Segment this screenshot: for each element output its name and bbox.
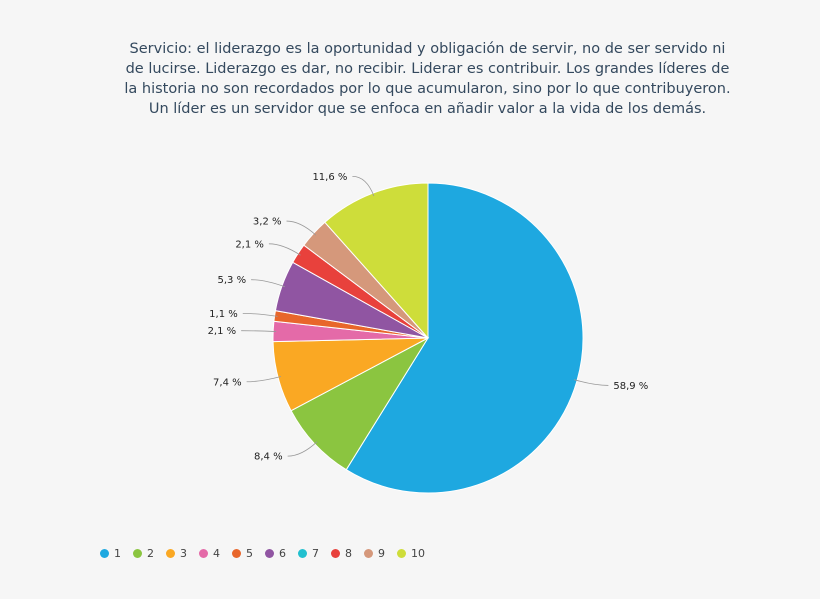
- legend-swatch: [331, 549, 340, 558]
- legend-label: 1: [114, 547, 121, 560]
- legend-item-6[interactable]: 6: [265, 547, 286, 560]
- legend-label: 6: [279, 547, 286, 560]
- slice-label-4: 2,1 %: [208, 326, 237, 337]
- legend-item-5[interactable]: 5: [232, 547, 253, 560]
- legend-item-3[interactable]: 3: [166, 547, 187, 560]
- legend-label: 7: [312, 547, 319, 560]
- chart-title: Servicio: el liderazgo es la oportunidad…: [124, 41, 731, 117]
- slice-label-6: 5,3 %: [218, 275, 247, 286]
- legend-swatch: [232, 549, 241, 558]
- legend-swatch: [133, 549, 142, 558]
- slice-label-10: 11,6 %: [312, 172, 347, 183]
- legend-swatch: [199, 549, 208, 558]
- legend-item-8[interactable]: 8: [331, 547, 352, 560]
- legend-label: 10: [411, 547, 425, 560]
- legend-label: 3: [180, 547, 187, 560]
- leader-line-4: [241, 330, 277, 332]
- legend-swatch: [397, 549, 406, 558]
- leader-line-10: [352, 175, 375, 197]
- slice-label-9: 3,2 %: [253, 217, 282, 228]
- slice-label-5: 1,1 %: [209, 309, 238, 320]
- leader-line-6: [251, 279, 286, 288]
- legend-item-10[interactable]: 10: [397, 547, 425, 560]
- legend-label: 8: [345, 547, 352, 560]
- legend-swatch: [364, 549, 373, 558]
- legend-item-4[interactable]: 4: [199, 547, 220, 560]
- legend-swatch: [265, 549, 274, 558]
- legend-swatch: [166, 549, 175, 558]
- legend-label: 2: [147, 547, 154, 560]
- legend-label: 5: [246, 547, 253, 560]
- legend-item-9[interactable]: 9: [364, 547, 385, 560]
- label-leader-lines: [241, 175, 609, 457]
- slice-labels: 58,9 % 8,4 % 7,4 % 2,1 % 1,1 % 5,3 % 2,1 % 3,2 …: [208, 172, 649, 463]
- leader-line-2: [287, 441, 318, 457]
- pie-slices: [272, 182, 584, 494]
- legend-item-1[interactable]: 1: [100, 547, 121, 560]
- slice-label-2: 8,4 %: [254, 452, 283, 463]
- slice-label-3: 7,4 %: [213, 377, 242, 388]
- legend-item-2[interactable]: 2: [133, 547, 154, 560]
- legend-swatch: [298, 549, 307, 558]
- slice-label-1: 58,9 %: [613, 381, 648, 392]
- leader-line-5: [242, 312, 278, 317]
- legend-item-7[interactable]: 7: [298, 547, 319, 560]
- legend-label: 4: [213, 547, 220, 560]
- leader-line-3: [246, 376, 282, 383]
- slice-label-8: 2,1 %: [235, 239, 264, 250]
- pie-chart: 58,9 % 8,4 % 7,4 % 2,1 % 1,1 % 5,3 % 2,1 % 3,2 …: [208, 172, 649, 494]
- legend-label: 9: [378, 547, 385, 560]
- legend: 1 2 3 4 5 6 7 8 9 10: [100, 547, 437, 560]
- leader-line-9: [286, 220, 317, 236]
- legend-swatch: [100, 549, 109, 558]
- leader-line-8: [268, 243, 301, 256]
- leader-line-1: [574, 379, 609, 386]
